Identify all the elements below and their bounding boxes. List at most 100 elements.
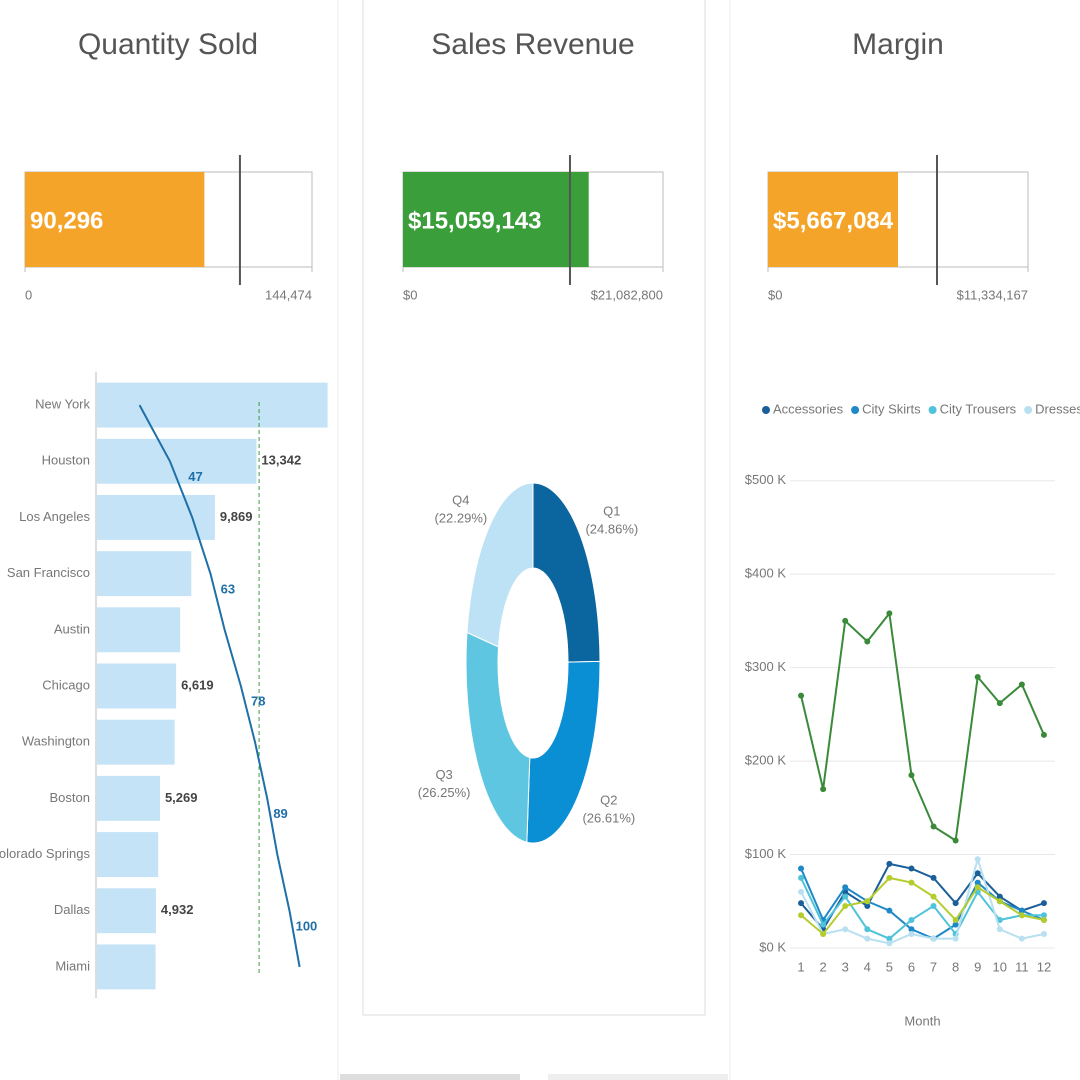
point [886,935,893,942]
slice-label: Q4 [452,492,469,507]
series-line [800,877,1044,940]
bar [97,888,156,934]
bullet-bar [768,172,898,267]
y-tick-label: $100 K [745,846,787,861]
point [886,940,893,947]
x-tick-label: 1 [797,959,804,974]
x-tick-label: 5 [886,959,893,974]
bar [97,775,160,821]
point [930,823,937,830]
series-line [800,610,1045,843]
point [864,898,871,905]
point [798,692,805,699]
donut-slice [526,660,601,844]
point [952,935,959,942]
x-tick-label: 6 [908,959,915,974]
y-tick-label: Colorado Springs [0,846,90,861]
y-tick-label: Austin [54,621,90,636]
cumulative-line [138,404,301,968]
y-tick-label: $400 K [745,566,787,581]
point [974,870,981,877]
point [930,935,937,942]
bar [97,494,215,540]
x-tick-label: 2 [820,959,827,974]
point [930,874,937,881]
donut-slice [532,482,601,663]
bar [97,607,181,653]
point [842,884,849,891]
y-tick-label: $0 K [759,939,786,954]
bar [97,719,175,765]
bullet-value: 90,296 [30,207,103,234]
y-tick-label: $500 K [745,472,787,487]
y-tick-label: New York [35,397,90,412]
point [1018,907,1025,914]
y-tick-label: Chicago [42,677,90,692]
x-tick-label: 144,474 [265,287,312,302]
slice-label: Q1 [603,503,620,518]
point [952,900,959,907]
y-tick-label: Dallas [54,902,91,917]
data-label: 13,342 [261,453,301,468]
slice-label: (22.29%) [434,510,487,525]
bar [97,663,177,709]
x-tick-label: $11,334,167 [957,287,1028,302]
y-tick-label: Los Angeles [19,509,90,524]
y-tick-label: San Francisco [7,565,90,580]
x-tick-label: 10 [993,959,1007,974]
line-label: 47 [188,469,202,484]
point [886,610,893,617]
x-tick-label: 4 [864,959,871,974]
bullet-bar [403,172,589,267]
point [996,898,1003,905]
series-line [800,862,1045,932]
data-label: 4,932 [161,902,194,917]
data-label: 9,869 [220,509,253,524]
x-tick-label: 0 [25,287,32,302]
point [842,902,849,909]
point [798,888,805,895]
tab[interactable] [548,1074,728,1080]
legend-label: Dresses ... [1035,401,1080,416]
point [974,879,981,886]
legend-label: City Trousers [940,401,1017,416]
y-tick-label: Washington [22,734,90,749]
point [798,900,805,907]
point [952,837,959,844]
x-tick-label: 12 [1037,959,1051,974]
point [820,921,827,928]
data-label: 6,619 [181,677,214,692]
chart-title: Margin [852,28,944,61]
legend-marker [851,406,860,414]
legend-marker [762,406,770,414]
point [952,916,959,923]
point [1018,912,1025,919]
point [1040,916,1047,923]
point [908,926,915,933]
slice-label: (26.25%) [418,785,471,800]
chart-title: Quantity Sold [78,28,258,61]
donut-slice [465,631,531,843]
point [974,884,981,891]
donut-slice [466,482,534,648]
point [930,893,937,900]
series-line [800,855,1045,945]
bullet-bar [25,172,205,267]
point [1040,912,1047,919]
point [864,935,871,942]
point [842,926,849,933]
tab[interactable] [340,1074,520,1080]
point [1040,930,1047,937]
point [908,916,915,923]
bar [97,832,159,878]
data-label: 5,269 [165,790,198,805]
series-line [800,876,1045,936]
point [864,926,871,933]
legend-marker [928,406,937,414]
point [908,879,915,886]
y-tick-label: Miami [55,958,90,973]
point [886,860,893,867]
point [1040,731,1047,738]
point [798,912,805,919]
point [1040,900,1047,907]
